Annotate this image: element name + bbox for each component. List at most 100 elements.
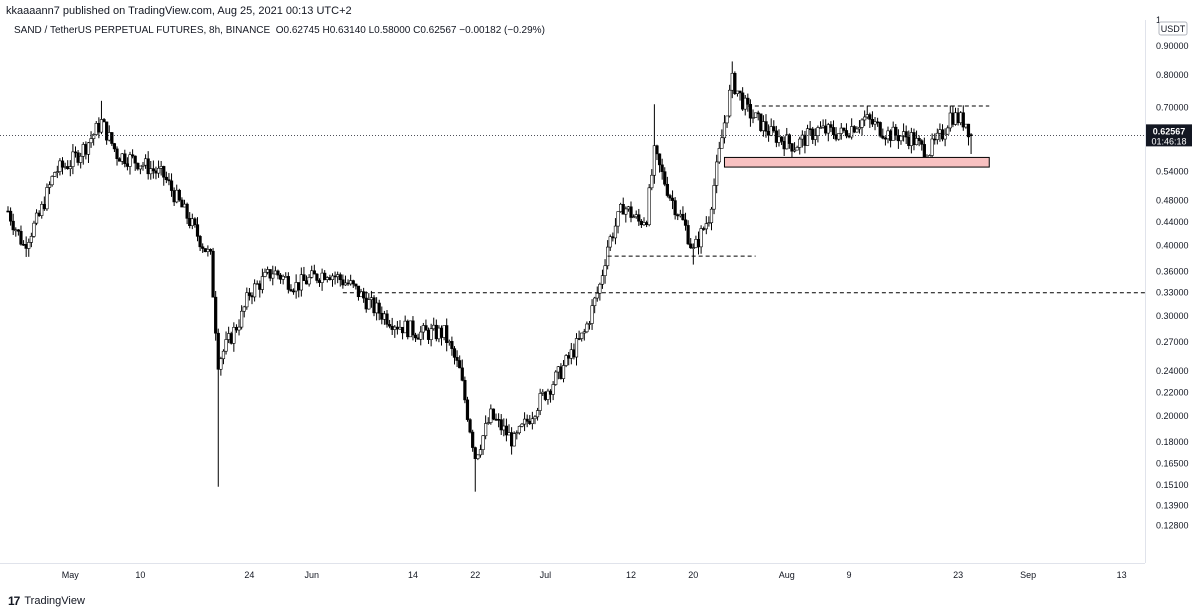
price-axis[interactable]: 1 0.90000 0.80000 0.70000 0.54000 0.48000 0.44… [1156, 15, 1189, 531]
candle-body-108 [286, 276, 290, 290]
candle-body-55 [149, 168, 153, 175]
candle-body-334 [873, 121, 877, 125]
candle-body-224 [587, 323, 592, 325]
candle-body-183 [481, 435, 485, 450]
support-zone-0 [723, 156, 990, 168]
ohlc-change: −0.00182 (−0.29%) [459, 25, 545, 36]
candle-body-222 [582, 331, 586, 334]
candle-body-327 [855, 128, 859, 133]
candle-body-364 [951, 112, 955, 125]
candle-body-285 [746, 97, 750, 105]
symbol-info-line: SAND / TetherUS PERPETUAL FUTURES, 8h, B… [14, 25, 545, 36]
candle-body-153 [403, 320, 407, 334]
candle-body-288 [754, 112, 758, 118]
candle-body-273 [715, 161, 719, 186]
candle-body-209 [548, 390, 553, 395]
candle-body-228 [598, 283, 602, 294]
candle-body-35 [97, 123, 101, 133]
candle-body-283 [741, 92, 745, 110]
candle-body-246 [644, 222, 649, 226]
candle-body-276 [722, 122, 727, 139]
candle-body-212 [556, 366, 560, 373]
candle-body-18 [53, 172, 57, 177]
ohlc-open: O0.62745 [275, 25, 320, 36]
candle-body-369 [964, 123, 968, 128]
candle-body-152 [400, 326, 405, 334]
candle-body-27 [76, 152, 80, 163]
candle-body-178 [468, 419, 472, 433]
candle-body-7 [24, 244, 28, 249]
candle-body-141 [372, 297, 376, 314]
candle-body-187 [491, 408, 496, 420]
candle-body-92 [245, 292, 249, 308]
candle-body-179 [471, 431, 475, 448]
candle-body-75 [201, 246, 205, 249]
candle-body-232 [608, 236, 612, 248]
time-axis[interactable]: May 10 24 Jun 14 22 Jul 12 20 Aug 9 23 Sep 13 [62, 570, 1127, 580]
candle-body-162 [426, 330, 431, 340]
candle-body-11 [34, 212, 39, 224]
candle-body-323 [844, 130, 849, 137]
ohlc-high: H0.63140 [322, 25, 366, 36]
candle-body-368 [961, 112, 965, 128]
plot-area[interactable] [0, 61, 1145, 492]
candle-body-217 [569, 349, 573, 359]
candle-body-135 [356, 285, 361, 298]
candle-body-134 [354, 283, 358, 287]
candle-body-147 [387, 324, 392, 327]
candle-body-37 [102, 119, 106, 123]
candle-body-275 [720, 137, 724, 149]
price-tick-13: 0.24000 [1156, 366, 1189, 376]
candle-body-272 [712, 185, 716, 210]
candle-body-290 [759, 113, 763, 131]
candle-body-13 [40, 204, 44, 216]
candle-body-248 [650, 174, 654, 189]
candle-body-367 [959, 112, 963, 124]
candle-body-336 [878, 122, 882, 137]
candle-body-299 [782, 141, 786, 150]
candle-body-363 [948, 112, 952, 129]
candle-body-191 [502, 425, 506, 431]
candle-body-168 [442, 325, 446, 338]
time-tick-9: Aug [779, 570, 795, 580]
candle-body-54 [146, 158, 150, 175]
publisher-line: kkaaaann7 published on TradingView.com, … [6, 5, 352, 17]
candle-body-117 [310, 270, 314, 278]
price-tick-3: 0.70000 [1156, 103, 1189, 113]
price-tick-5: 0.54000 [1156, 167, 1189, 177]
candle-body-6 [21, 243, 26, 246]
candle-body-206 [541, 391, 545, 394]
candle-body-202 [530, 418, 534, 424]
candle-body-88 [234, 327, 239, 331]
candle-body-266 [696, 239, 701, 248]
candle-body-118 [312, 270, 316, 275]
candle-body-250 [655, 145, 659, 155]
candle-body-85 [227, 333, 231, 340]
candle-body-3 [14, 229, 18, 232]
candle-body-16 [47, 184, 52, 188]
candle-body-80 [214, 296, 218, 334]
candle-body-279 [730, 72, 734, 91]
candle-body-190 [499, 419, 503, 431]
price-tick-12: 0.27000 [1156, 337, 1189, 347]
candle-body-166 [437, 327, 441, 340]
candle-body-332 [868, 114, 872, 120]
price-tick-19: 0.13900 [1156, 500, 1189, 510]
candle-body-96 [255, 283, 259, 286]
last-price-label: 0.62567 [1153, 126, 1186, 136]
candle-body-249 [652, 145, 656, 176]
candle-body-310 [811, 128, 815, 140]
candle-body-241 [632, 216, 636, 219]
candle-body-313 [818, 127, 823, 129]
candle-body-221 [580, 332, 584, 339]
candle-body-30 [84, 144, 88, 155]
candle-body-331 [865, 114, 869, 118]
price-tick-0: 1 [1156, 15, 1161, 25]
symbol-name[interactable]: SAND / TetherUS PERPETUAL FUTURES, 8h, B… [14, 25, 271, 36]
price-tick-14: 0.22000 [1156, 387, 1189, 397]
candle-body-256 [670, 197, 675, 201]
candle-body-337 [881, 135, 885, 139]
candle-body-130 [343, 282, 348, 286]
candle-body-123 [325, 277, 329, 280]
